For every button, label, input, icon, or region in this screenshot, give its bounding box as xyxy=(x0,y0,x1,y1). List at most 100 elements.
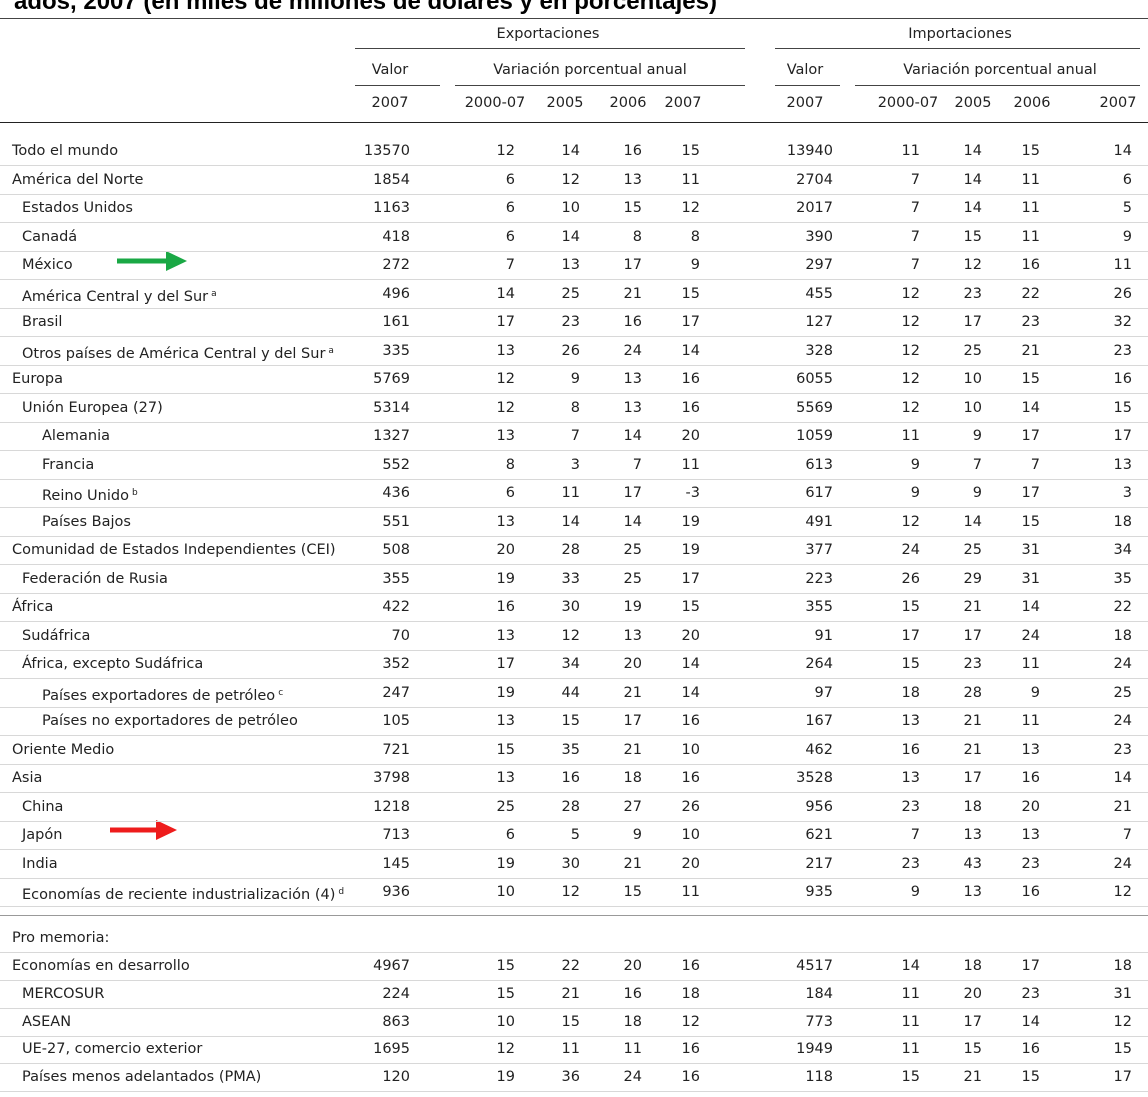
cell: 13 xyxy=(623,371,642,387)
cell: 11 xyxy=(561,1041,580,1058)
row-rule xyxy=(0,393,1148,394)
cell: 21 xyxy=(623,285,642,302)
row-rule xyxy=(0,507,1148,508)
cell: 508 xyxy=(382,542,410,558)
cell: 10 xyxy=(496,1013,515,1030)
cell: 13940 xyxy=(786,143,833,159)
cell: 17 xyxy=(496,656,515,672)
cell: 1949 xyxy=(796,1041,833,1058)
cell: 31 xyxy=(1021,570,1040,587)
cell: 936 xyxy=(382,884,410,900)
cell: 15 xyxy=(681,285,700,302)
cell: 11 xyxy=(623,1041,642,1058)
cell: 25 xyxy=(1113,684,1132,701)
cell: 9 xyxy=(570,371,580,387)
cell: 21 xyxy=(963,1069,982,1086)
cell: 9 xyxy=(1122,228,1132,245)
cell: 15 xyxy=(1021,371,1040,387)
group-rule xyxy=(775,48,1140,49)
cell: 24 xyxy=(1021,627,1040,644)
cell: 272 xyxy=(382,257,410,273)
cell: 5569 xyxy=(796,399,833,416)
cell: 6055 xyxy=(796,371,833,387)
cell: 167 xyxy=(805,713,833,729)
cell: 27 xyxy=(623,798,642,815)
row-rule xyxy=(0,906,1148,907)
group-title: Importaciones xyxy=(908,26,1012,42)
cell: 11 xyxy=(1021,200,1040,216)
cell: 26 xyxy=(561,342,580,359)
cell: 15 xyxy=(963,228,982,245)
cell: 35 xyxy=(561,741,580,758)
cell: 120 xyxy=(382,1069,410,1086)
cell: 16 xyxy=(681,1069,700,1086)
cell: 20 xyxy=(681,428,700,444)
cell: 16 xyxy=(681,770,700,786)
cell: 70 xyxy=(391,627,410,644)
cell: 3 xyxy=(1122,485,1132,501)
cell: 18 xyxy=(901,684,920,701)
cell: 24 xyxy=(1113,656,1132,672)
row-rule xyxy=(0,279,1148,280)
cell: 18 xyxy=(623,770,642,786)
row-label: Todo el mundo xyxy=(12,143,119,159)
row-label: América del Norte xyxy=(12,171,144,188)
row-label: Europa xyxy=(12,371,63,387)
cell: 105 xyxy=(382,713,410,729)
row-label: África xyxy=(12,599,54,615)
cell: 97 xyxy=(814,684,833,701)
cell: 11 xyxy=(681,884,700,900)
cell: 14 xyxy=(623,428,642,444)
cell: 16 xyxy=(681,399,700,416)
cell: 5 xyxy=(1122,200,1132,216)
cell: 11 xyxy=(901,428,920,444)
cell: 14 xyxy=(1113,143,1132,159)
cell: 18 xyxy=(1113,958,1132,974)
cell: 10 xyxy=(496,884,515,900)
cell: 12 xyxy=(496,371,515,387)
cell: 12 xyxy=(963,257,982,273)
row-label: Japón xyxy=(22,827,63,843)
cell: 1695 xyxy=(373,1041,410,1058)
cell: 2017 xyxy=(796,200,833,216)
cell: 18 xyxy=(963,798,982,815)
cell: 13 xyxy=(901,713,920,729)
cell: 15 xyxy=(496,958,515,974)
variacion-header: Variación porcentual anual xyxy=(493,62,687,78)
cell: 23 xyxy=(561,314,580,330)
cell: 17 xyxy=(963,627,982,644)
cell: 13 xyxy=(1021,741,1040,758)
year-header: 2000-07 xyxy=(877,95,939,111)
cell: 15 xyxy=(1021,1069,1040,1086)
cell: -3 xyxy=(685,485,700,501)
row-rule xyxy=(0,980,1148,981)
cell: 223 xyxy=(805,570,833,587)
cell: 6 xyxy=(505,200,515,216)
cell: 13 xyxy=(496,513,515,530)
cell: 25 xyxy=(963,342,982,359)
cell: 15 xyxy=(561,1013,580,1030)
cell: 18 xyxy=(623,1013,642,1030)
cell: 14 xyxy=(623,513,642,530)
cell: 11 xyxy=(1021,171,1040,188)
cell: 14 xyxy=(1021,1013,1040,1030)
cell: 161 xyxy=(382,314,410,330)
cell: 7 xyxy=(910,200,920,216)
cell: 16 xyxy=(561,770,580,786)
row-rule xyxy=(0,849,1148,850)
row-rule xyxy=(0,1035,1148,1037)
cell: 28 xyxy=(561,798,580,815)
year-header: 2006 xyxy=(609,95,647,111)
cell: 21 xyxy=(623,741,642,758)
row-label: México xyxy=(22,257,73,273)
cell: 12 xyxy=(901,285,920,302)
row-label: Comunidad de Estados Independientes (CEI… xyxy=(12,542,336,558)
cell: 455 xyxy=(805,285,833,302)
row-label: Países no exportadores de petróleo xyxy=(42,713,298,729)
cell: 247 xyxy=(382,684,410,701)
group-rule xyxy=(355,48,745,49)
year-header: 2007 xyxy=(786,95,824,111)
cell: 26 xyxy=(1113,285,1132,302)
cell: 8 xyxy=(690,228,700,245)
